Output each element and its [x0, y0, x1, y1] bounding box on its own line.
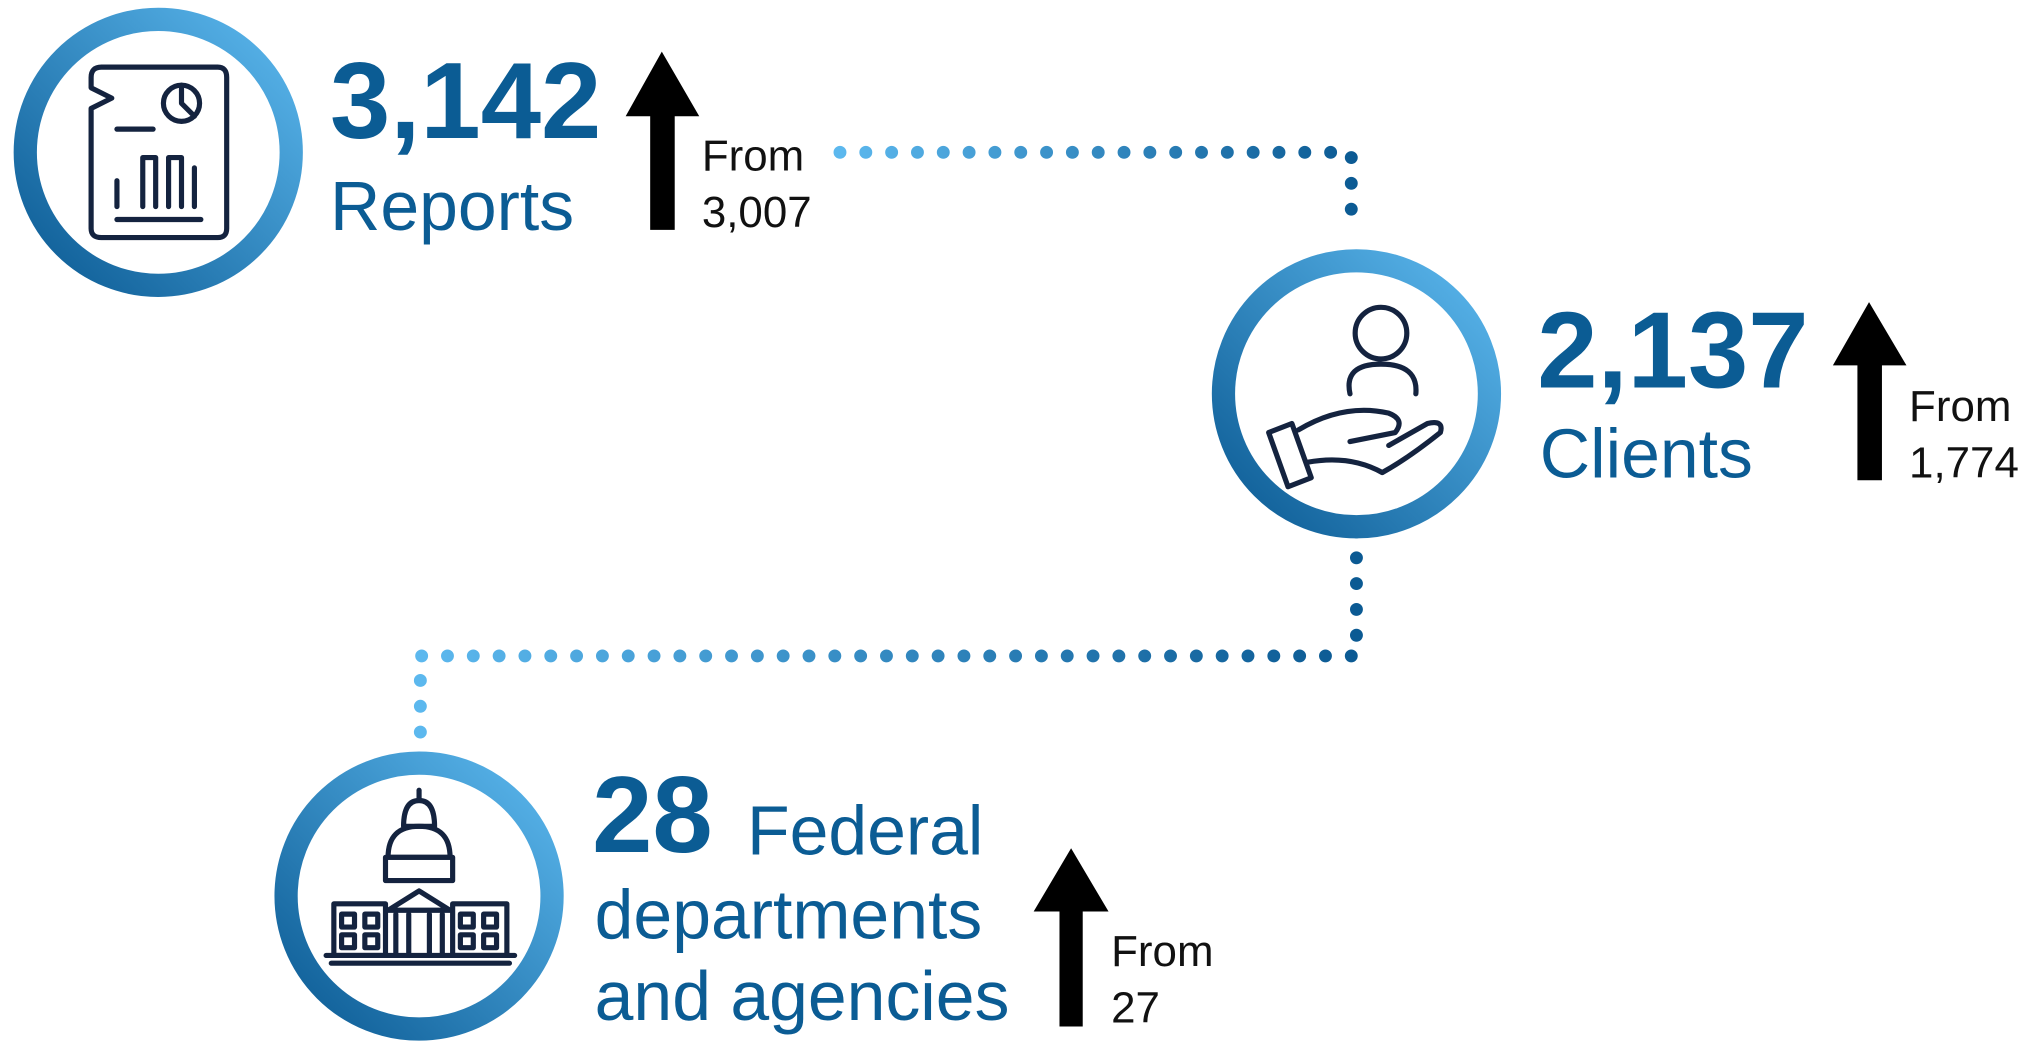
from-label: From: [702, 131, 804, 180]
stat-label: Clients: [1540, 415, 1753, 493]
from-value: 3,007: [702, 188, 812, 237]
stat-label: Reports: [330, 167, 574, 245]
icon-ring: [13, 7, 303, 297]
stat-label: Federal: [747, 792, 983, 870]
from-value: 27: [1111, 984, 1160, 1033]
up-arrow: [1033, 848, 1109, 1027]
up-arrow: [1832, 302, 1907, 481]
building-icon: [323, 787, 518, 966]
client-icon: [1266, 304, 1444, 490]
icon-ring: [1211, 249, 1502, 539]
stat-label: and agencies: [595, 957, 1010, 1035]
from-label: From: [1111, 927, 1213, 976]
up-arrow: [625, 51, 700, 230]
stat-value: 28: [592, 754, 713, 875]
from-value: 1,774: [1909, 439, 2019, 488]
dotted-connector: [413, 525, 1363, 753]
from-label: From: [1909, 382, 2011, 431]
stat-label: departments: [595, 876, 983, 954]
dotted-connector: [833, 145, 1358, 239]
stat-value: 3,142: [330, 40, 601, 161]
stat-value: 2,137: [1537, 289, 1808, 410]
report-icon: [88, 64, 230, 241]
